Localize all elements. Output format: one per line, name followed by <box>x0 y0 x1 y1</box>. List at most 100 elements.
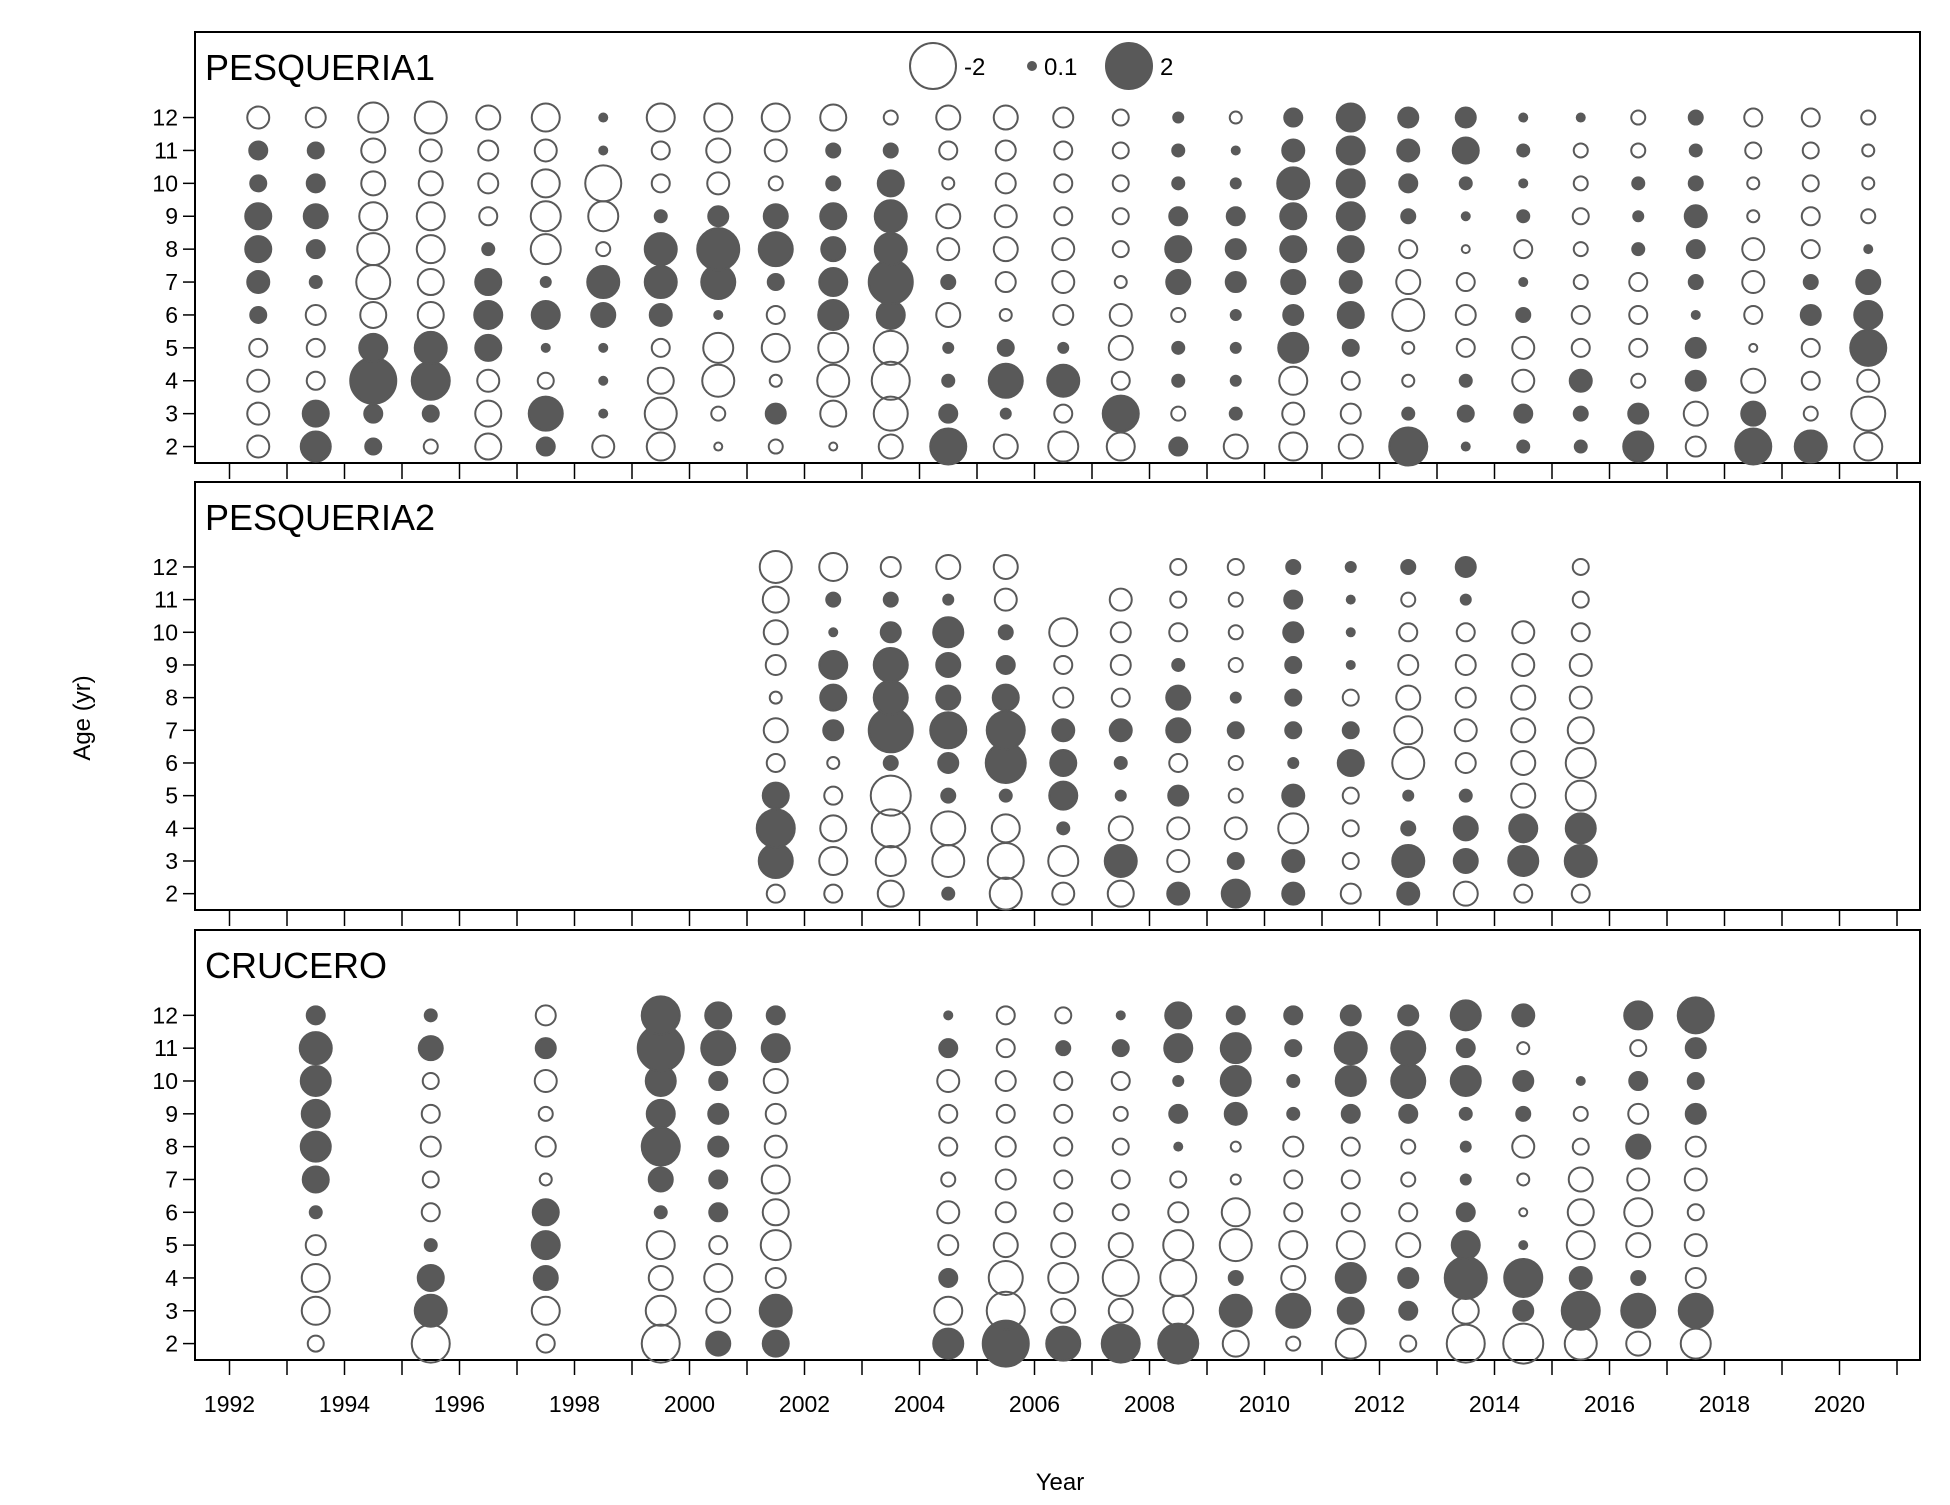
bubble <box>1281 783 1306 808</box>
bubble <box>1101 1258 1140 1297</box>
bubble <box>1222 433 1249 460</box>
bubble <box>761 781 790 810</box>
bubble <box>872 646 909 683</box>
bubble <box>1563 843 1598 878</box>
bubble <box>1632 210 1645 223</box>
bubble <box>246 401 271 426</box>
bubble <box>533 1068 558 1093</box>
bubble <box>987 362 1024 399</box>
bubble <box>413 1293 448 1328</box>
bubble <box>1338 270 1363 295</box>
bubble <box>1460 441 1471 452</box>
bubble <box>935 684 962 711</box>
bubble <box>764 402 787 425</box>
bubble <box>539 276 552 289</box>
bubble <box>819 399 848 428</box>
bubble <box>1507 844 1540 877</box>
bubble <box>1684 1102 1707 1125</box>
bubble <box>1513 239 1534 260</box>
bubble <box>1686 1071 1705 1090</box>
bubble <box>1287 756 1300 769</box>
y-tick-label: 4 <box>165 368 178 394</box>
bubble <box>1286 1073 1301 1088</box>
bubble <box>1162 1229 1195 1262</box>
bubble <box>1108 587 1133 612</box>
bubble <box>1513 403 1534 424</box>
bubble <box>1575 1075 1586 1086</box>
bubble <box>1459 1140 1472 1153</box>
bubble <box>598 145 609 156</box>
bubble <box>935 553 962 580</box>
bubble <box>707 1135 730 1158</box>
bubble <box>1743 304 1764 325</box>
bubble <box>357 101 390 134</box>
bubble <box>584 164 623 203</box>
bubble <box>1510 749 1537 776</box>
bubble <box>1684 1037 1707 1060</box>
bubble <box>1227 754 1244 771</box>
bubble <box>705 137 732 164</box>
bubble <box>1339 402 1362 425</box>
bubble <box>246 434 271 459</box>
bubble <box>705 1330 732 1357</box>
bubble <box>477 139 500 162</box>
bubble <box>421 1071 440 1090</box>
bubble <box>1570 883 1591 904</box>
bubble <box>650 173 671 194</box>
bubble <box>1167 784 1190 807</box>
bubble <box>301 1165 330 1194</box>
bubble <box>1458 1106 1473 1121</box>
bubble <box>1741 270 1766 295</box>
bubble <box>1168 622 1189 643</box>
bubble <box>1336 235 1365 264</box>
bubble <box>1169 557 1188 576</box>
bubble <box>765 752 786 773</box>
panel-crucero: CRUCERO 2 3 4 5 6 7 8 9 10 11 12 <box>152 929 1921 1368</box>
bubble <box>530 299 561 330</box>
bubble <box>1620 1292 1657 1329</box>
bubble <box>1111 174 1130 193</box>
bubble <box>1229 374 1242 387</box>
bubble <box>986 841 1025 880</box>
bubble <box>703 1262 734 1293</box>
bubble <box>818 845 849 876</box>
x-tick-label: 2008 <box>1124 1391 1175 1417</box>
bubble <box>760 1164 791 1195</box>
bubble <box>1111 1039 1130 1058</box>
bubble <box>1051 718 1076 743</box>
bubble <box>873 199 908 234</box>
bubble <box>994 271 1017 294</box>
y-tick-label: 5 <box>165 783 178 809</box>
bubble <box>879 555 902 578</box>
bubble <box>531 1198 560 1227</box>
bubble <box>936 237 961 262</box>
bubble <box>478 206 499 227</box>
bubble <box>940 1171 957 1188</box>
bubble <box>708 1070 729 1091</box>
bubble <box>304 106 327 129</box>
bubble <box>643 265 678 300</box>
bubble <box>998 307 1013 322</box>
bubble <box>413 100 448 135</box>
bubble <box>1111 240 1130 259</box>
bubble <box>1452 880 1479 907</box>
bubble <box>1341 721 1360 740</box>
bubble <box>819 202 848 231</box>
bubble <box>359 300 388 329</box>
bubble <box>1743 107 1764 128</box>
bubble <box>708 1202 729 1223</box>
bubble <box>937 751 960 774</box>
bubble <box>410 360 451 401</box>
bubble <box>1455 337 1476 358</box>
bubble <box>872 395 909 432</box>
x-tick-label: 2010 <box>1239 1391 1290 1417</box>
bubble <box>1284 721 1303 740</box>
bubble <box>1388 426 1429 467</box>
bubble <box>1679 1327 1712 1360</box>
bubble <box>1166 816 1191 841</box>
bubble <box>1397 1004 1420 1027</box>
bubble <box>1110 687 1131 708</box>
bubble <box>423 1008 438 1023</box>
bubble <box>473 299 504 330</box>
